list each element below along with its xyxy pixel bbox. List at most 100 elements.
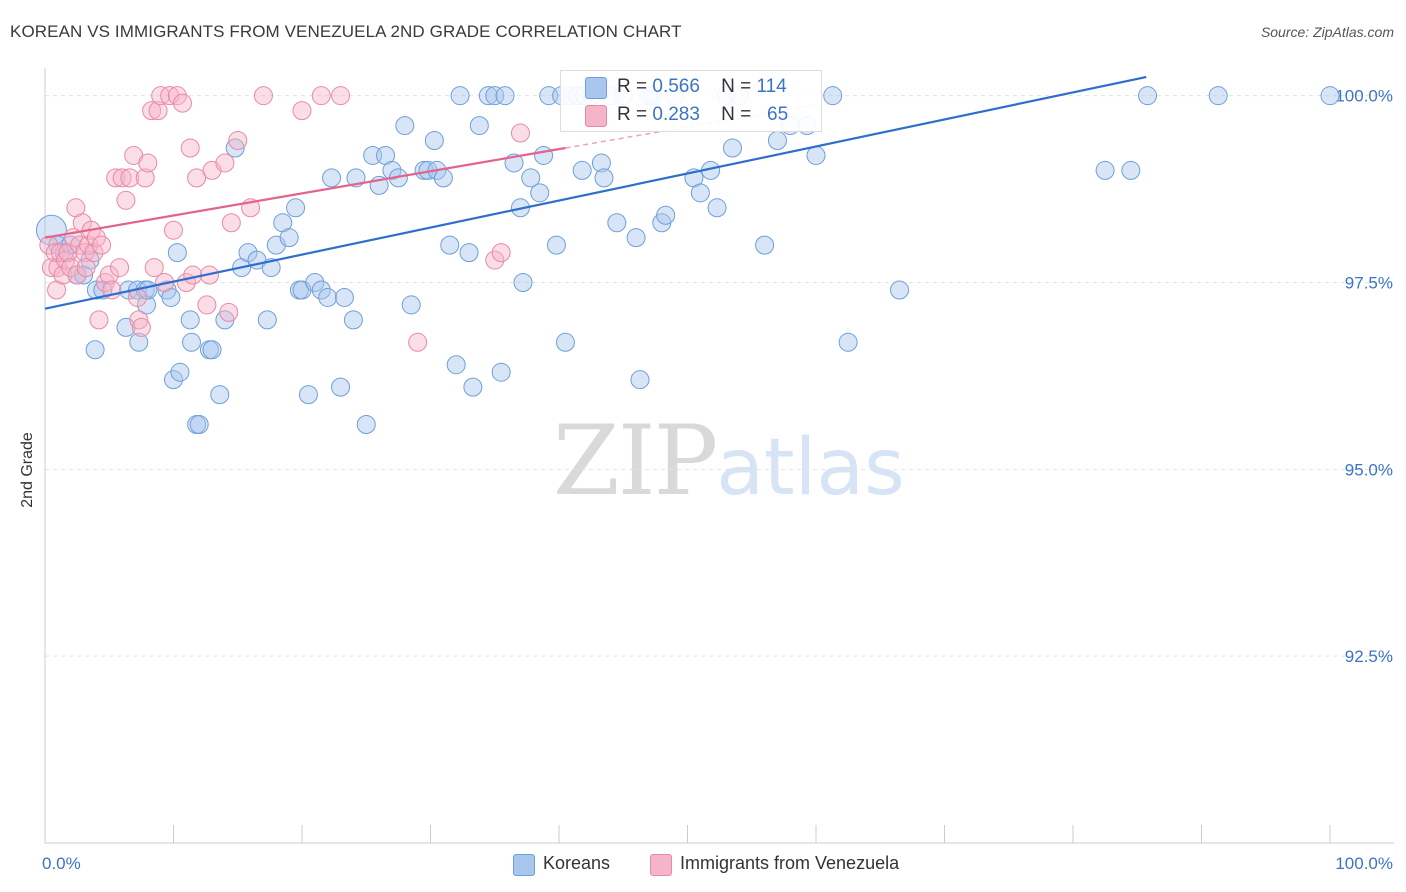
watermark: ZIPatlas <box>553 405 905 517</box>
koreans-point <box>469 116 489 136</box>
venezuela-point <box>131 317 151 337</box>
koreans-point <box>202 340 222 360</box>
x-tick-label-0: 0.0% <box>42 854 81 873</box>
venezuela-point <box>61 258 81 278</box>
venezuela-point <box>331 86 351 106</box>
venezuela-point <box>491 243 511 263</box>
koreans-point <box>1320 86 1340 106</box>
koreans-point <box>707 198 727 218</box>
venezuela-point <box>148 101 168 121</box>
koreans-trend-line <box>44 75 1147 310</box>
koreans-point <box>440 235 460 255</box>
legend-swatch-venezuela <box>650 854 672 876</box>
venezuela-point <box>221 213 241 233</box>
venezuela-point <box>215 153 235 173</box>
koreans-point <box>311 280 331 300</box>
koreans-point <box>424 131 444 151</box>
koreans-point <box>395 116 415 136</box>
koreans-point <box>656 205 676 225</box>
koreans-point <box>286 198 306 218</box>
koreans-point <box>485 86 505 106</box>
venezuela-point <box>106 168 126 188</box>
koreans-point <box>630 370 650 390</box>
koreans-point <box>450 86 470 106</box>
x-tick-label-1: 100.0% <box>1335 854 1393 873</box>
koreans-point <box>298 385 318 405</box>
koreans-point <box>129 332 149 352</box>
koreans-point <box>690 183 710 203</box>
koreans-point <box>1138 86 1158 106</box>
r-value: 0.283 <box>652 104 700 125</box>
koreans-point <box>257 310 277 330</box>
koreans-point <box>594 168 614 188</box>
watermark-zip: ZIP <box>553 405 718 517</box>
venezuela-point <box>89 310 109 330</box>
koreans-point <box>890 280 910 300</box>
venezuela-point <box>129 310 149 330</box>
koreans-point <box>318 287 338 307</box>
koreans-point <box>463 377 483 397</box>
legend-swatch-koreans <box>585 77 607 99</box>
venezuela-point <box>53 265 73 285</box>
venezuela-point <box>187 168 207 188</box>
koreans-point <box>722 138 742 158</box>
venezuela-point <box>311 86 331 106</box>
koreans-point <box>180 310 200 330</box>
koreans-point <box>823 86 843 106</box>
koreans-point <box>356 415 376 435</box>
venezuela-point <box>135 168 155 188</box>
n-value: 114 <box>756 76 787 97</box>
koreans-point <box>85 340 105 360</box>
koreans-point <box>1208 86 1228 106</box>
r-label: R = <box>617 104 648 125</box>
venezuela-point <box>485 250 505 270</box>
y-tick-label-3: 100.0% <box>1335 87 1393 106</box>
y-tick-label-2: 97.5% <box>1345 274 1393 293</box>
venezuela-point <box>172 93 192 113</box>
koreans-point <box>305 273 325 293</box>
venezuela-point <box>116 190 136 210</box>
legend-swatch-koreans <box>513 854 535 876</box>
n-label: N = <box>721 104 752 125</box>
venezuela-trend-line <box>44 146 566 239</box>
venezuela-point <box>510 123 530 143</box>
koreans-point <box>591 153 611 173</box>
koreans-point <box>164 370 183 390</box>
koreans-point <box>495 86 515 106</box>
venezuela-point <box>92 235 112 255</box>
venezuela-point <box>110 258 130 278</box>
venezuela-point <box>292 101 312 121</box>
koreans-point <box>534 145 554 165</box>
koreans-point <box>626 228 646 248</box>
koreans-point <box>1121 160 1141 180</box>
venezuela-point <box>183 265 203 285</box>
y-axis-label: 2nd Grade <box>19 432 36 508</box>
venezuela-point <box>84 243 104 263</box>
venezuela-point <box>408 332 428 352</box>
koreans-point <box>446 355 466 375</box>
n-label: N = <box>721 76 752 97</box>
koreans-point <box>572 160 592 180</box>
koreans-point <box>170 362 190 382</box>
koreans-point <box>189 415 209 435</box>
koreans-point <box>279 228 299 248</box>
koreans-point <box>322 168 342 188</box>
watermark-atlas: atlas <box>716 423 905 513</box>
venezuela-point <box>180 138 200 158</box>
source-label: Source: ZipAtlas.com <box>1260 24 1394 40</box>
venezuela-point <box>138 153 158 173</box>
series-legend: Koreans Immigrants from Venezuela <box>0 852 1406 878</box>
koreans-point <box>755 235 775 255</box>
venezuela-point <box>197 295 217 315</box>
venezuela-point <box>112 168 132 188</box>
koreans-point <box>767 131 787 151</box>
venezuela-point <box>58 243 78 263</box>
venezuela-point <box>76 258 96 278</box>
koreans-point <box>331 377 351 397</box>
koreans-point <box>530 183 550 203</box>
venezuela-point <box>164 220 183 240</box>
chart-title: KOREAN VS IMMIGRANTS FROM VENEZUELA 2ND … <box>10 22 682 41</box>
venezuela-point <box>99 265 119 285</box>
koreans-point <box>334 287 354 307</box>
